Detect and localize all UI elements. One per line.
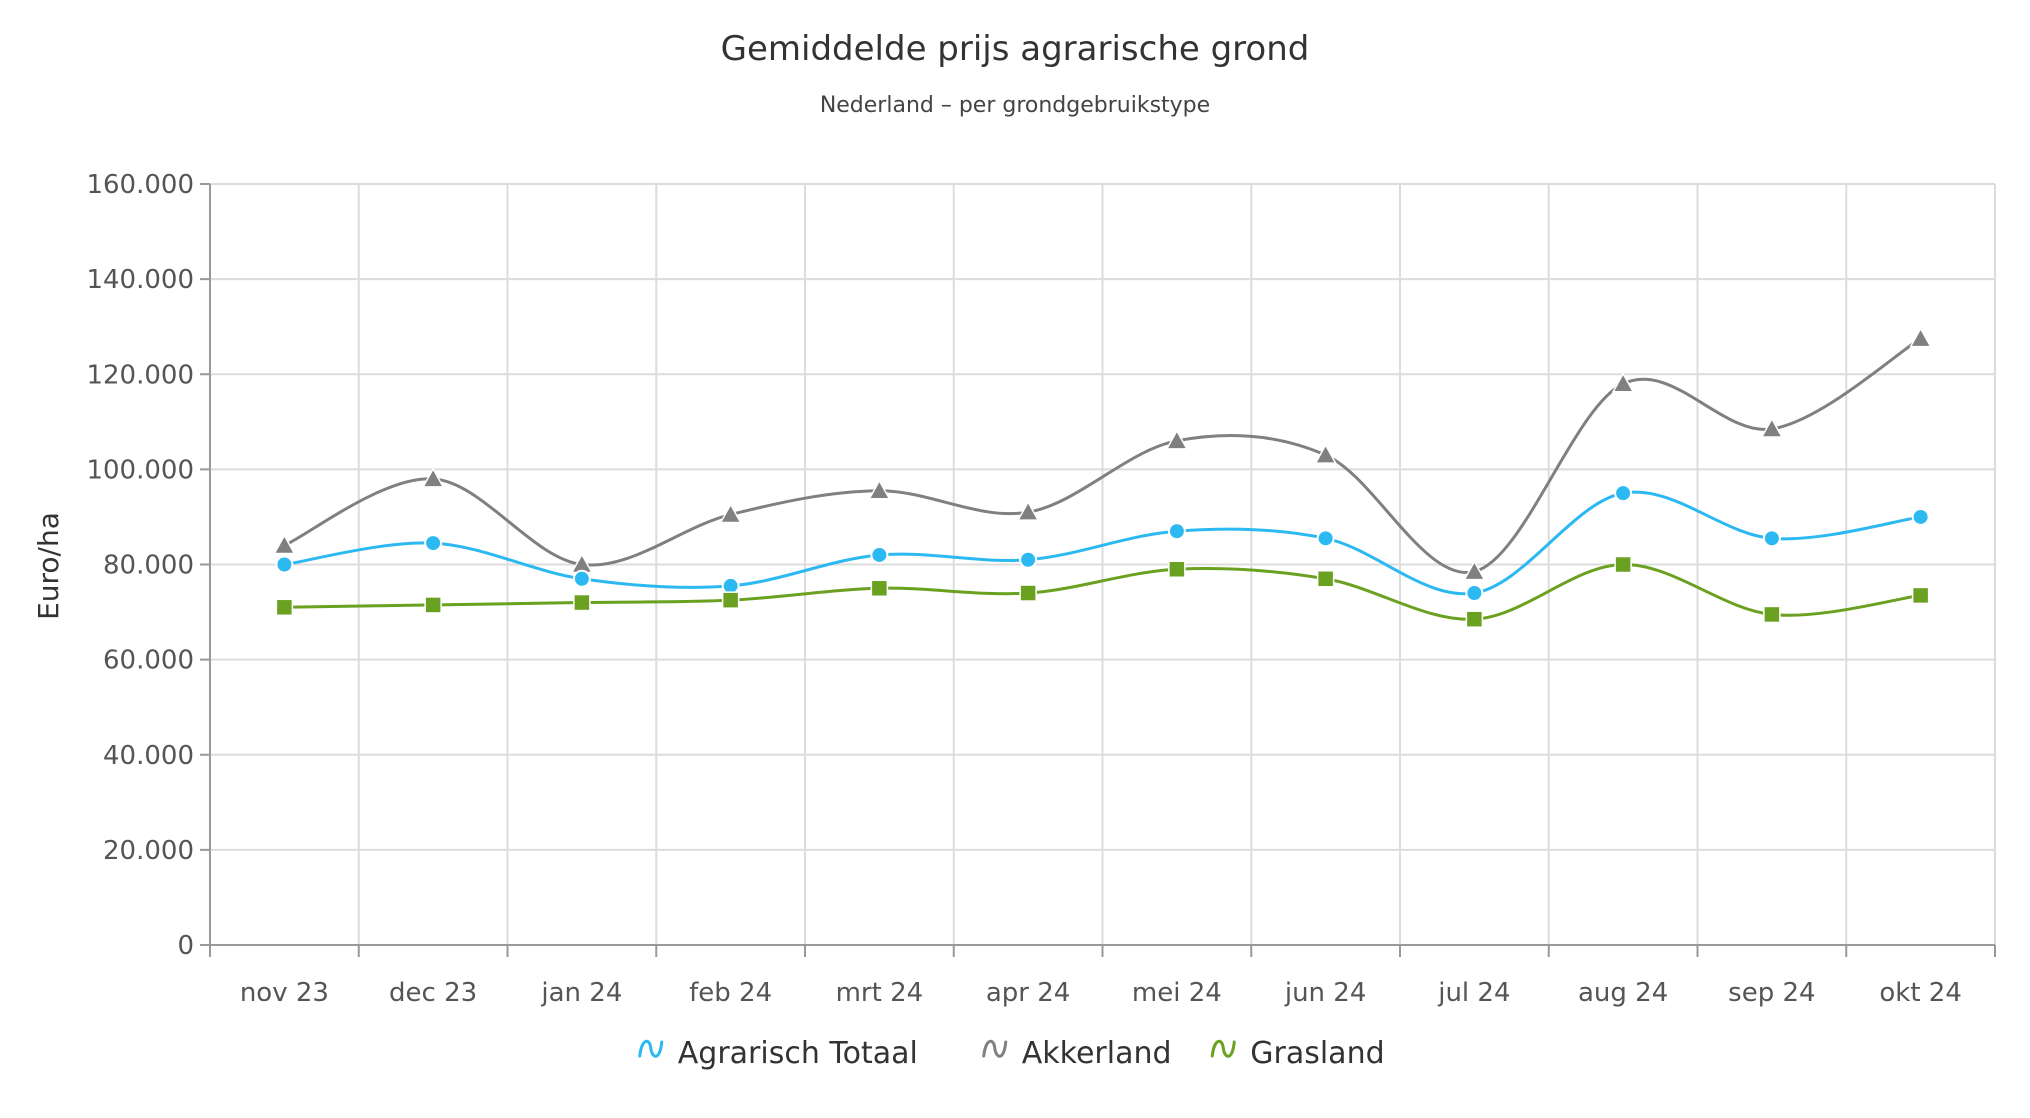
data-point-agrarisch-totaal[interactable] xyxy=(572,569,591,588)
y-tick-label: 20.000 xyxy=(103,836,194,866)
y-tick-label: 160.000 xyxy=(86,170,194,200)
x-tick-label: jul 24 xyxy=(1437,978,1510,1008)
data-point-akkerland[interactable] xyxy=(1760,417,1784,438)
x-tick-label: jan 24 xyxy=(540,978,622,1008)
y-tick-label: 80.000 xyxy=(103,551,194,581)
data-point-agrarisch-totaal[interactable] xyxy=(1465,584,1484,603)
data-point-agrarisch-totaal[interactable] xyxy=(870,545,889,564)
series-line-agrarisch-totaal[interactable] xyxy=(284,490,1921,596)
data-point-grasland[interactable] xyxy=(1763,605,1781,624)
data-point-akkerland[interactable] xyxy=(868,479,891,500)
x-tick-label: aug 24 xyxy=(1578,978,1668,1008)
data-point-agrarisch-totaal[interactable] xyxy=(275,555,294,574)
legend-item-grasland[interactable]: Grasland xyxy=(1210,1036,1385,1071)
data-point-akkerland[interactable] xyxy=(421,467,445,488)
x-tick-label: mrt 24 xyxy=(836,978,924,1008)
legend-label: Grasland xyxy=(1250,1036,1384,1071)
data-point-akkerland[interactable] xyxy=(273,533,296,555)
data-point-agrarisch-totaal[interactable] xyxy=(1911,507,1930,526)
legend[interactable]: Agrarisch Totaal Akkerland Grasland xyxy=(638,1036,1385,1071)
series-line-akkerland[interactable] xyxy=(283,337,1922,574)
x-tick-label: sep 24 xyxy=(1728,978,1815,1008)
data-point-grasland[interactable] xyxy=(1465,610,1484,628)
series-markers xyxy=(273,327,1932,628)
x-tick-label: nov 23 xyxy=(240,978,329,1008)
data-point-grasland[interactable] xyxy=(1911,586,1930,605)
series-lines xyxy=(283,337,1922,621)
y-tick-label: 120.000 xyxy=(86,360,194,390)
data-point-agrarisch-totaal[interactable] xyxy=(1167,522,1186,541)
legend-label: Akkerland xyxy=(1022,1036,1172,1071)
data-point-akkerland[interactable] xyxy=(1463,560,1486,581)
chart-subtitle: Nederland – per grondgebruikstype xyxy=(820,93,1210,118)
data-point-grasland[interactable] xyxy=(1614,555,1632,574)
data-point-akkerland[interactable] xyxy=(1314,443,1337,464)
data-point-akkerland[interactable] xyxy=(1016,500,1040,521)
data-point-grasland[interactable] xyxy=(275,598,294,617)
data-point-akkerland[interactable] xyxy=(719,503,742,524)
data-point-grasland[interactable] xyxy=(573,593,591,612)
x-tick-label: dec 23 xyxy=(389,978,477,1008)
x-tick-label: jun 24 xyxy=(1284,978,1367,1008)
x-tick-label: feb 24 xyxy=(689,978,772,1008)
legend-line-icon xyxy=(982,1039,1008,1058)
legend-label: Agrarisch Totaal xyxy=(678,1036,918,1071)
data-point-grasland[interactable] xyxy=(721,591,740,609)
y-axis-title: Euro/ha xyxy=(32,512,65,620)
y-tick-label: 140.000 xyxy=(86,265,194,295)
y-tick-label: 40.000 xyxy=(103,741,194,771)
data-point-grasland[interactable] xyxy=(424,596,442,614)
data-point-agrarisch-totaal[interactable] xyxy=(1614,484,1633,503)
data-point-agrarisch-totaal[interactable] xyxy=(1316,529,1335,548)
x-tick-label: mei 24 xyxy=(1132,978,1222,1008)
y-tick-label: 0 xyxy=(177,931,194,961)
legend-item-akkerland[interactable]: Akkerland xyxy=(982,1036,1172,1071)
data-point-agrarisch-totaal[interactable] xyxy=(424,534,443,553)
x-tick-label: okt 24 xyxy=(1879,978,1962,1008)
legend-line-icon xyxy=(1210,1039,1236,1058)
data-point-grasland[interactable] xyxy=(1168,560,1186,579)
legend-item-agrarisch-totaal[interactable]: Agrarisch Totaal xyxy=(638,1036,918,1071)
chart-title: Gemiddelde prijs agrarische grond xyxy=(721,29,1310,69)
data-point-akkerland[interactable] xyxy=(1611,372,1635,393)
axes: 0 20.000 40.000 60.000 80.000 100.000 120.000 1… xyxy=(86,170,1996,1008)
series-line-grasland[interactable] xyxy=(284,562,1921,621)
y-tick-label: 100.000 xyxy=(86,455,194,485)
data-point-grasland[interactable] xyxy=(1316,570,1335,588)
data-point-agrarisch-totaal[interactable] xyxy=(1019,550,1038,569)
y-tick-label: 60.000 xyxy=(103,646,194,676)
data-point-akkerland[interactable] xyxy=(1909,327,1932,348)
data-point-agrarisch-totaal[interactable] xyxy=(1762,529,1781,548)
legend-line-icon xyxy=(638,1039,664,1058)
x-tick-label: apr 24 xyxy=(986,978,1070,1008)
data-point-grasland[interactable] xyxy=(870,579,889,598)
data-point-grasland[interactable] xyxy=(1019,584,1037,602)
data-point-akkerland[interactable] xyxy=(1165,429,1189,450)
gridlines xyxy=(209,183,1996,945)
